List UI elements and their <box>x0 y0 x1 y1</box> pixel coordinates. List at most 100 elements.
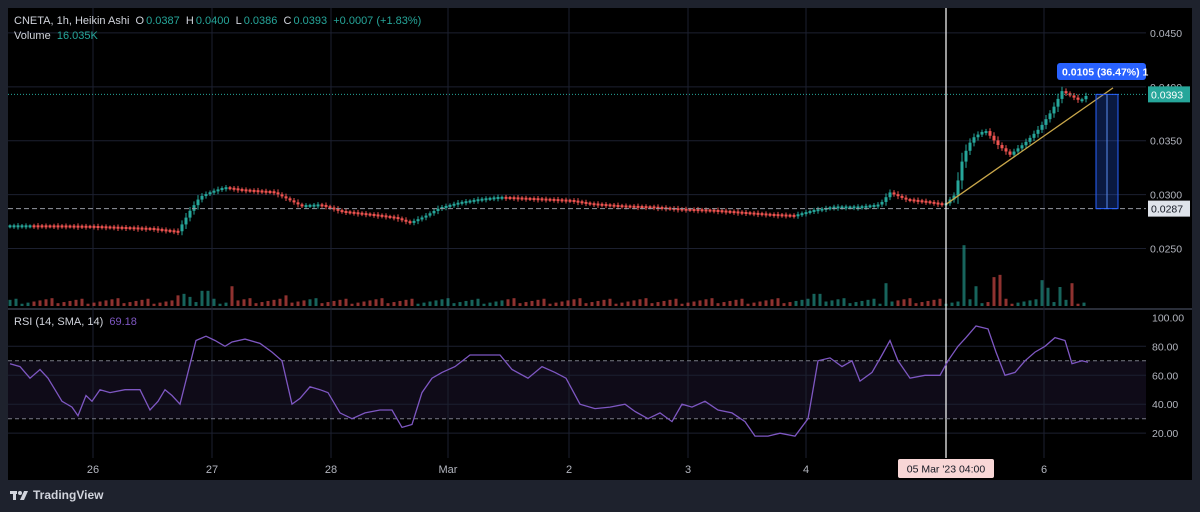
volume-legend[interactable]: Volume 16.035K <box>14 30 98 42</box>
candle-body <box>364 213 368 216</box>
volume-value: 16.035K <box>56 30 98 42</box>
candle-body <box>980 131 984 135</box>
candle-body <box>868 205 872 208</box>
symbol-name[interactable]: CNETA <box>14 15 51 27</box>
volume-bar <box>434 300 438 306</box>
candle-body <box>1080 99 1084 102</box>
candle-body <box>48 225 52 228</box>
candle-body <box>1016 148 1020 152</box>
measure-label: 0.0105 (36.47%) 1 <box>1062 67 1149 79</box>
candle-body <box>264 190 268 193</box>
candle-body <box>604 204 608 207</box>
volume-bar <box>656 302 660 306</box>
volume-bar <box>872 298 876 306</box>
chart-style[interactable]: Heikin Ashi <box>74 15 130 27</box>
candle-body <box>408 221 412 224</box>
volume-bar <box>710 298 714 306</box>
volume-bar <box>686 302 690 306</box>
candle-body <box>440 207 444 210</box>
volume-bar <box>584 303 588 306</box>
change-value: +0.0007 (+1.83%) <box>333 15 422 27</box>
volume-bar <box>56 303 60 306</box>
candle-body <box>360 212 364 215</box>
candle-body <box>724 210 728 213</box>
candle-body <box>740 211 744 214</box>
candle-body <box>840 206 844 209</box>
volume-bar <box>254 303 258 306</box>
volume-bar <box>1052 302 1056 306</box>
volume-bar <box>482 303 486 306</box>
volume-bar <box>938 298 942 306</box>
price-tick-label: 0.0300 <box>1150 190 1182 202</box>
candle-body <box>572 199 576 202</box>
volume-bar <box>1010 303 1014 306</box>
volume-bar <box>878 303 882 306</box>
volume-bar <box>866 299 870 306</box>
candle-body <box>184 217 188 225</box>
price-tick-label: 0.0350 <box>1150 136 1182 148</box>
volume-bar <box>506 299 510 306</box>
rsi-indicator <box>8 325 1146 437</box>
volume-bar <box>668 299 672 306</box>
volume-bar <box>764 300 768 306</box>
volume-bar <box>14 298 18 306</box>
volume-bar <box>836 299 840 306</box>
candle-body <box>736 211 740 214</box>
volume-bar <box>692 301 696 306</box>
volume-bar <box>932 299 936 306</box>
volume-bar <box>650 303 654 306</box>
rsi-legend[interactable]: RSI (14, SMA, 14) 69.18 <box>14 316 137 328</box>
candle-body <box>384 215 388 218</box>
candle-body <box>352 211 356 214</box>
candle-body <box>848 206 852 209</box>
candle-body <box>988 131 992 136</box>
volume-bar <box>458 302 462 306</box>
volume-bar <box>236 300 240 306</box>
candle-body <box>272 191 276 194</box>
candle-body <box>500 196 504 199</box>
candle-body <box>908 199 912 202</box>
candle-body <box>524 197 528 200</box>
volume-bar <box>800 299 804 306</box>
volume-bar <box>608 298 612 306</box>
volume-bars <box>8 245 1086 306</box>
candle-body <box>124 227 128 230</box>
tradingview-logo[interactable]: TradingView <box>10 488 103 502</box>
symbol-legend[interactable]: CNETA, 1h, Heikin Ashi O 0.0387 H 0.0400 L… <box>14 15 422 27</box>
axes: 262728Mar23460.04500.04000.03500.03000.0… <box>87 28 1190 478</box>
candle-body <box>756 212 760 215</box>
volume-bar <box>812 293 816 306</box>
candle-body <box>444 205 448 208</box>
volume-bar <box>548 303 552 306</box>
candle-body <box>744 211 748 214</box>
candle-body <box>340 210 344 213</box>
candle-body <box>208 192 212 195</box>
volume-bar <box>344 298 348 306</box>
candle-body <box>1044 119 1048 125</box>
volume-bar <box>674 298 678 306</box>
candle-body <box>584 201 588 204</box>
candle-body <box>1056 98 1060 107</box>
candle-body <box>100 226 104 229</box>
volume-bar <box>476 298 480 306</box>
candle-body <box>564 199 568 202</box>
volume-bar <box>488 302 492 306</box>
candle-body <box>456 202 460 205</box>
time-tick-label: 2 <box>566 464 572 476</box>
candle-body <box>892 192 896 195</box>
volume-bar <box>248 298 252 306</box>
volume-bar <box>20 303 24 306</box>
tradingview-logo-icon <box>10 491 28 500</box>
candle-body <box>220 188 224 191</box>
candle-body <box>764 213 768 216</box>
volume-bar <box>590 302 594 306</box>
candle-body <box>880 201 884 205</box>
candle-body <box>400 218 404 221</box>
interval[interactable]: 1h <box>56 15 69 27</box>
candle-body <box>864 205 868 208</box>
volume-bar <box>122 303 126 306</box>
candle-body <box>32 225 36 228</box>
volume-bar <box>638 299 642 306</box>
volume-bar <box>308 299 312 306</box>
